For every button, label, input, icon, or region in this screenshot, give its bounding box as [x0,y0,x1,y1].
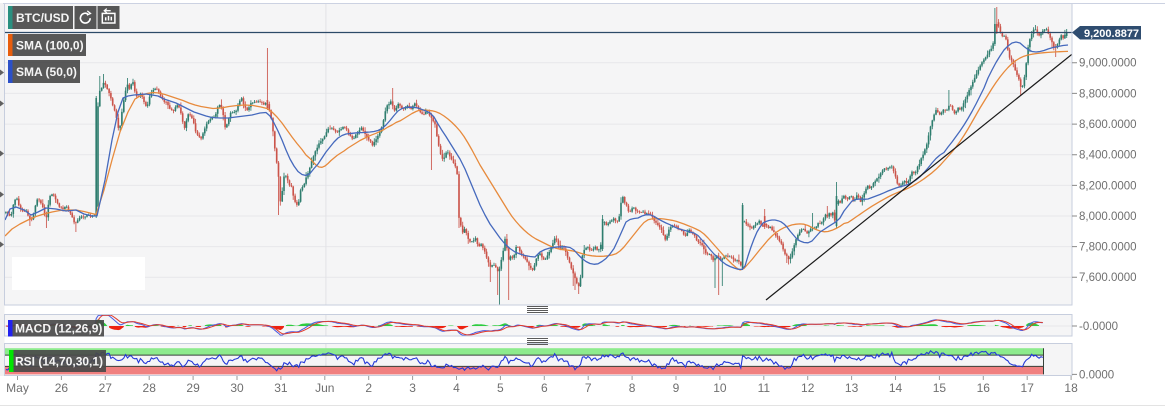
svg-text:30: 30 [230,381,244,395]
svg-text:4: 4 [453,381,460,395]
svg-text:10: 10 [713,381,727,395]
svg-text:8,200.0000: 8,200.0000 [1079,180,1137,192]
svg-text:8,800.0000: 8,800.0000 [1079,88,1137,100]
svg-text:9,200.8877: 9,200.8877 [1084,28,1139,40]
svg-text:7,600.0000: 7,600.0000 [1079,272,1137,284]
svg-text:0.0000: 0.0000 [1079,369,1114,381]
svg-text:16: 16 [977,381,991,395]
svg-text:8,600.0000: 8,600.0000 [1079,119,1137,131]
svg-text:2: 2 [365,381,372,395]
svg-text:15: 15 [933,381,947,395]
svg-text:9,000.0000: 9,000.0000 [1079,58,1137,70]
svg-text:Jun: Jun [315,381,334,395]
svg-text:9: 9 [673,381,680,395]
svg-text:27: 27 [99,381,113,395]
svg-text:18: 18 [1064,381,1078,395]
svg-text:7,800.0000: 7,800.0000 [1079,242,1137,254]
svg-text:8: 8 [629,381,636,395]
svg-text:7: 7 [585,381,592,395]
svg-text:28: 28 [143,381,157,395]
svg-text:26: 26 [55,381,69,395]
svg-text:13: 13 [845,381,859,395]
svg-text:-0.0000: -0.0000 [1079,321,1118,333]
svg-text:SMA (50,0): SMA (50,0) [16,65,77,79]
svg-text:29: 29 [186,381,200,395]
svg-text:5: 5 [497,381,504,395]
svg-text:12: 12 [801,381,815,395]
svg-text:SMA (100,0): SMA (100,0) [16,38,84,52]
svg-text:May: May [6,381,29,395]
svg-text:8,400.0000: 8,400.0000 [1079,150,1137,162]
svg-text:8,000.0000: 8,000.0000 [1079,211,1137,223]
svg-text:6: 6 [541,381,548,395]
svg-text:11: 11 [758,381,771,395]
svg-text:31: 31 [274,381,288,395]
svg-text:3: 3 [409,381,416,395]
svg-text:RSI (14,70,30,1): RSI (14,70,30,1) [15,354,103,368]
svg-text:BTC/USD: BTC/USD [16,11,70,25]
svg-text:17: 17 [1021,381,1035,395]
svg-text:14: 14 [889,381,903,395]
svg-text:MACD (12,26,9): MACD (12,26,9) [15,322,102,336]
